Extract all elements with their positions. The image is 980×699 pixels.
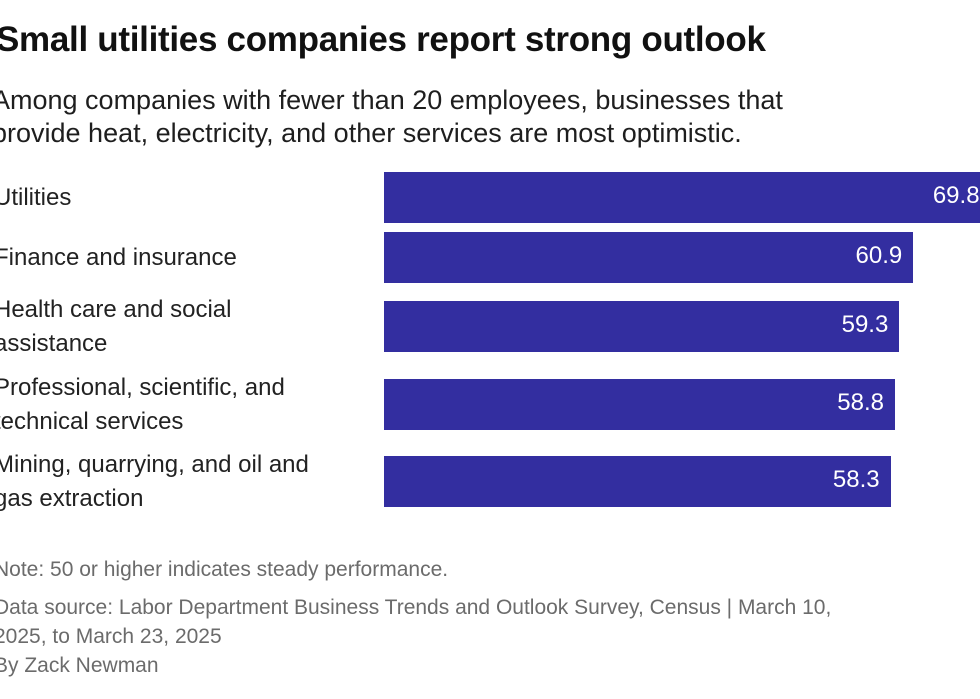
value-label: 59.3 <box>841 311 889 338</box>
bar <box>384 379 895 430</box>
bar <box>384 232 914 283</box>
data-source: Data source: Labor Department Business T… <box>0 593 831 651</box>
category-label: Health care and social assistance <box>0 293 231 361</box>
category-label: Finance and insurance <box>0 241 237 275</box>
category-label-line: assistance <box>0 329 108 357</box>
category-label-line: Utilities <box>0 183 72 211</box>
source-line: 2025, to March 23, 2025 <box>0 625 222 648</box>
category-label: Utilities <box>0 181 71 215</box>
category-label-line: Health care and social <box>0 295 232 323</box>
bar-chart: Utilities 69.8 Finance and insurance 60.9 He… <box>0 160 980 530</box>
bar <box>384 301 900 352</box>
bar <box>384 456 891 507</box>
category-label-line: Mining, quarrying, and oil and <box>0 450 309 478</box>
value-label: 60.9 <box>855 242 903 269</box>
category-label-line: Professional, scientific, and <box>0 373 285 401</box>
category-label-line: gas extraction <box>0 484 144 512</box>
byline: By Zack Newman <box>0 654 159 677</box>
category-label: Mining, quarrying, and oil and gas extrac… <box>0 448 309 516</box>
subtitle-line: Among companies with fewer than 20 emplo… <box>0 85 783 115</box>
value-label: 58.3 <box>832 466 880 493</box>
category-label: Professional, scientific, and technical s… <box>0 371 285 439</box>
bar <box>384 172 980 223</box>
chart-note: Note: 50 or higher indicates steady perf… <box>0 558 449 581</box>
chart-subtitle: Among companies with fewer than 20 emplo… <box>0 84 783 150</box>
category-label-line: technical services <box>0 407 184 435</box>
chart-title: Small utilities companies report strong … <box>0 20 766 59</box>
value-label: 69.8 <box>932 182 980 209</box>
subtitle-line: provide heat, electricity, and other ser… <box>0 118 742 148</box>
source-line: Data source: Labor Department Business T… <box>0 596 832 619</box>
value-label: 58.8 <box>837 389 884 416</box>
category-label-line: Finance and insurance <box>0 243 237 271</box>
